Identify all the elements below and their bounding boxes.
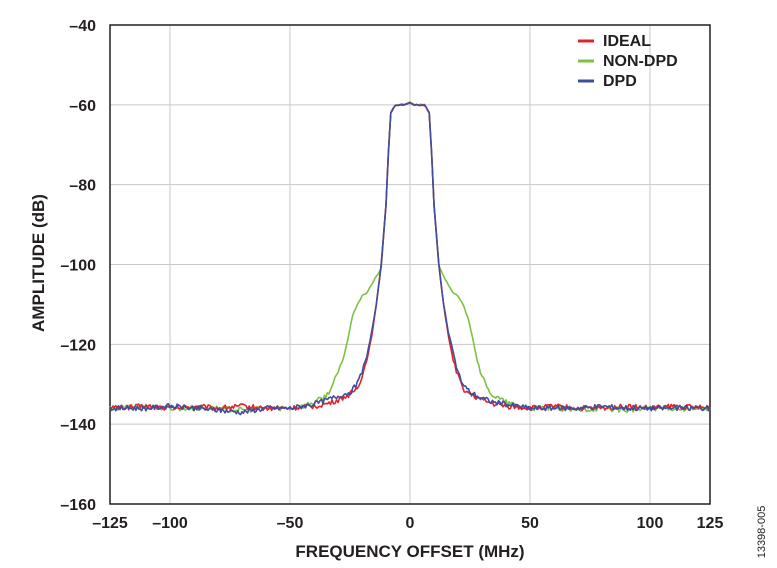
- gridlines: [110, 25, 710, 504]
- y-tick-label: –120: [60, 337, 96, 354]
- x-tick-label: –50: [277, 515, 304, 532]
- legend-label: IDEAL: [603, 33, 651, 50]
- y-tick-label: –140: [60, 417, 96, 434]
- x-tick-label: 50: [521, 515, 539, 532]
- y-axis-title: AMPLITUDE (dB): [29, 194, 48, 332]
- x-tick-label: –125: [92, 515, 128, 532]
- x-axis-title: FREQUENCY OFFSET (MHz): [295, 542, 524, 561]
- series-line-dpd: [109, 102, 711, 416]
- y-tick-label: –40: [69, 18, 96, 35]
- series-layer: [109, 101, 711, 416]
- tick-labels: –125 –100 –50 0 50 100 125 –40 –60 –80 –100 –120 –14…: [60, 18, 723, 532]
- y-tick-label: –160: [60, 497, 96, 514]
- y-tick-label: –80: [69, 178, 96, 195]
- x-tick-label: 0: [406, 515, 415, 532]
- x-tick-label: 100: [637, 515, 664, 532]
- x-tick-label: –100: [152, 515, 188, 532]
- legend-label: DPD: [603, 73, 637, 90]
- y-tick-label: –100: [60, 258, 96, 275]
- plot-frame: [109, 24, 711, 505]
- figure-id: 13398-005: [756, 506, 768, 559]
- legend: IDEAL NON-DPD DPD: [578, 33, 678, 90]
- legend-label: NON-DPD: [603, 53, 678, 70]
- x-tick-label: 125: [697, 515, 724, 532]
- y-tick-label: –60: [69, 98, 96, 115]
